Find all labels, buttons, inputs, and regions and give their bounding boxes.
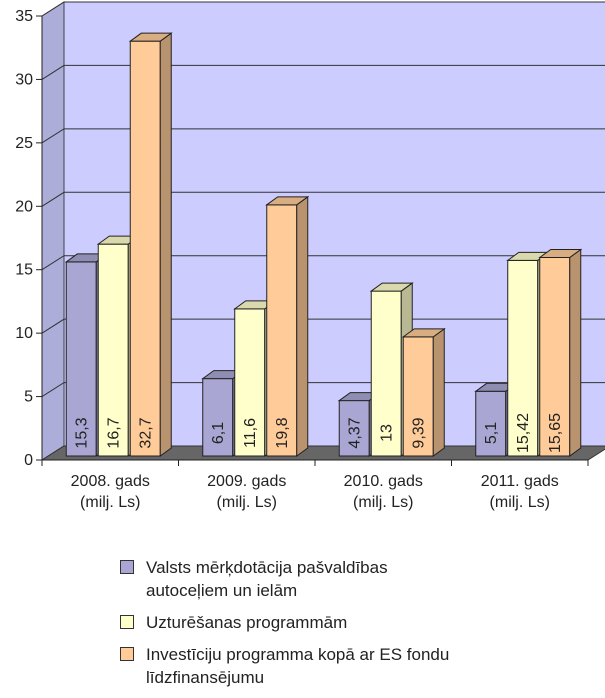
legend-item: Uzturēšanas programmām — [120, 611, 540, 634]
bar-front — [202, 378, 234, 457]
gridline — [41, 128, 605, 144]
bar — [538, 248, 583, 457]
legend-swatch-maintenance — [120, 615, 134, 629]
data-label: 6,1 — [210, 422, 227, 444]
data-label: 11,6 — [242, 418, 259, 448]
gridline — [41, 318, 605, 334]
bar-side — [432, 327, 445, 457]
bar-front — [370, 290, 402, 457]
bar-side — [569, 248, 582, 457]
gridline — [41, 255, 605, 271]
bar-front — [475, 390, 507, 457]
gridline — [41, 1, 605, 17]
gridline — [41, 64, 605, 80]
legend-label-investment: Investīciju programma kopā ar ES fondu l… — [146, 645, 450, 687]
y-tick-label: 5 — [24, 389, 33, 406]
bar-chart: 0 5 10 15 20 25 30 35 2008. gads (milj. Ls) 15,3 16… — [15, 1, 605, 511]
y-tick-label: 35 — [15, 8, 33, 25]
legend-label-subsidy: Valsts mērķdotācija pašvaldības autoceļi… — [146, 558, 388, 600]
legend: Valsts mērķdotācija pašvaldības autoceļi… — [120, 556, 540, 698]
gridline — [41, 191, 605, 207]
x-tick-label: 2011. gads (milj. Ls) — [481, 473, 559, 511]
data-label: 5,1 — [483, 422, 500, 444]
data-label: 16,7 — [105, 417, 122, 448]
bar-top — [265, 196, 310, 206]
side-wall — [41, 1, 65, 461]
data-label: 15,65 — [547, 413, 564, 453]
bar-top — [401, 328, 446, 338]
bar-front — [539, 256, 571, 457]
bar-front — [65, 261, 97, 457]
legend-item: Investīciju programma kopā ar ES fondu l… — [120, 643, 540, 689]
legend-item: Valsts mērķdotācija pašvaldības autoceļi… — [120, 556, 540, 602]
x-tick-label: 2010. gads (milj. Ls) — [344, 473, 423, 511]
bar-front — [129, 40, 161, 457]
bar — [128, 32, 173, 457]
data-label: 13 — [378, 424, 395, 442]
data-label: 9,39 — [410, 417, 427, 448]
bar-front — [507, 259, 539, 457]
bar-top — [128, 32, 173, 42]
bar — [96, 235, 141, 457]
x-tick-label: 2008. gads (milj. Ls) — [71, 473, 150, 511]
plot-area — [36, 1, 605, 461]
y-tick-label: 20 — [15, 198, 33, 215]
bar-front — [234, 308, 266, 457]
data-label: 32,7 — [137, 417, 154, 448]
y-tick-label: 30 — [15, 71, 33, 88]
data-label: 15,3 — [73, 417, 90, 448]
bar-front — [338, 400, 370, 457]
bar-top — [369, 282, 414, 292]
bar-side — [159, 32, 172, 457]
legend-swatch-investment — [120, 647, 134, 661]
bar-front — [266, 204, 298, 457]
legend-label-maintenance: Uzturēšanas programmām — [146, 613, 348, 632]
bar-side — [296, 195, 309, 457]
legend-swatch-subsidy — [120, 560, 134, 574]
y-tick-label: 0 — [24, 452, 33, 469]
data-label: 4,37 — [346, 417, 363, 448]
data-label: 15,42 — [515, 413, 532, 453]
y-tick-label: 25 — [15, 135, 33, 152]
data-label: 19,8 — [274, 417, 291, 448]
y-tick-label: 10 — [15, 325, 33, 342]
bar-top — [538, 248, 583, 258]
x-tick-label: 2009. gads (milj. Ls) — [207, 473, 286, 511]
y-tick-label: 15 — [15, 262, 33, 279]
bar — [265, 195, 310, 457]
bar — [401, 327, 446, 457]
